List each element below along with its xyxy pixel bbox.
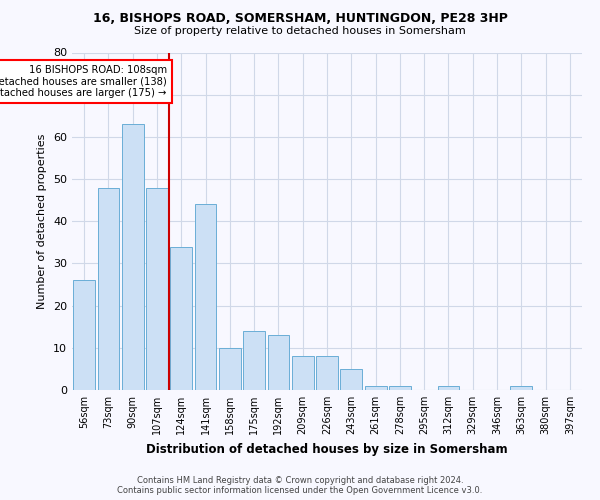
- Bar: [365, 386, 386, 390]
- Bar: [340, 369, 362, 390]
- Bar: [194, 204, 217, 390]
- Bar: [437, 386, 460, 390]
- Bar: [170, 246, 192, 390]
- Bar: [122, 124, 143, 390]
- Bar: [146, 188, 168, 390]
- Bar: [243, 331, 265, 390]
- Bar: [97, 188, 119, 390]
- Text: Size of property relative to detached houses in Somersham: Size of property relative to detached ho…: [134, 26, 466, 36]
- Text: 16 BISHOPS ROAD: 108sqm
← 43% of detached houses are smaller (138)
55% of semi-d: 16 BISHOPS ROAD: 108sqm ← 43% of detache…: [0, 65, 167, 98]
- Text: Contains HM Land Registry data © Crown copyright and database right 2024.
Contai: Contains HM Land Registry data © Crown c…: [118, 476, 482, 495]
- Bar: [219, 348, 241, 390]
- Bar: [73, 280, 95, 390]
- Text: 16, BISHOPS ROAD, SOMERSHAM, HUNTINGDON, PE28 3HP: 16, BISHOPS ROAD, SOMERSHAM, HUNTINGDON,…: [92, 12, 508, 26]
- X-axis label: Distribution of detached houses by size in Somersham: Distribution of detached houses by size …: [146, 442, 508, 456]
- Bar: [292, 356, 314, 390]
- Bar: [268, 335, 289, 390]
- Bar: [316, 356, 338, 390]
- Bar: [511, 386, 532, 390]
- Y-axis label: Number of detached properties: Number of detached properties: [37, 134, 47, 309]
- Bar: [389, 386, 411, 390]
